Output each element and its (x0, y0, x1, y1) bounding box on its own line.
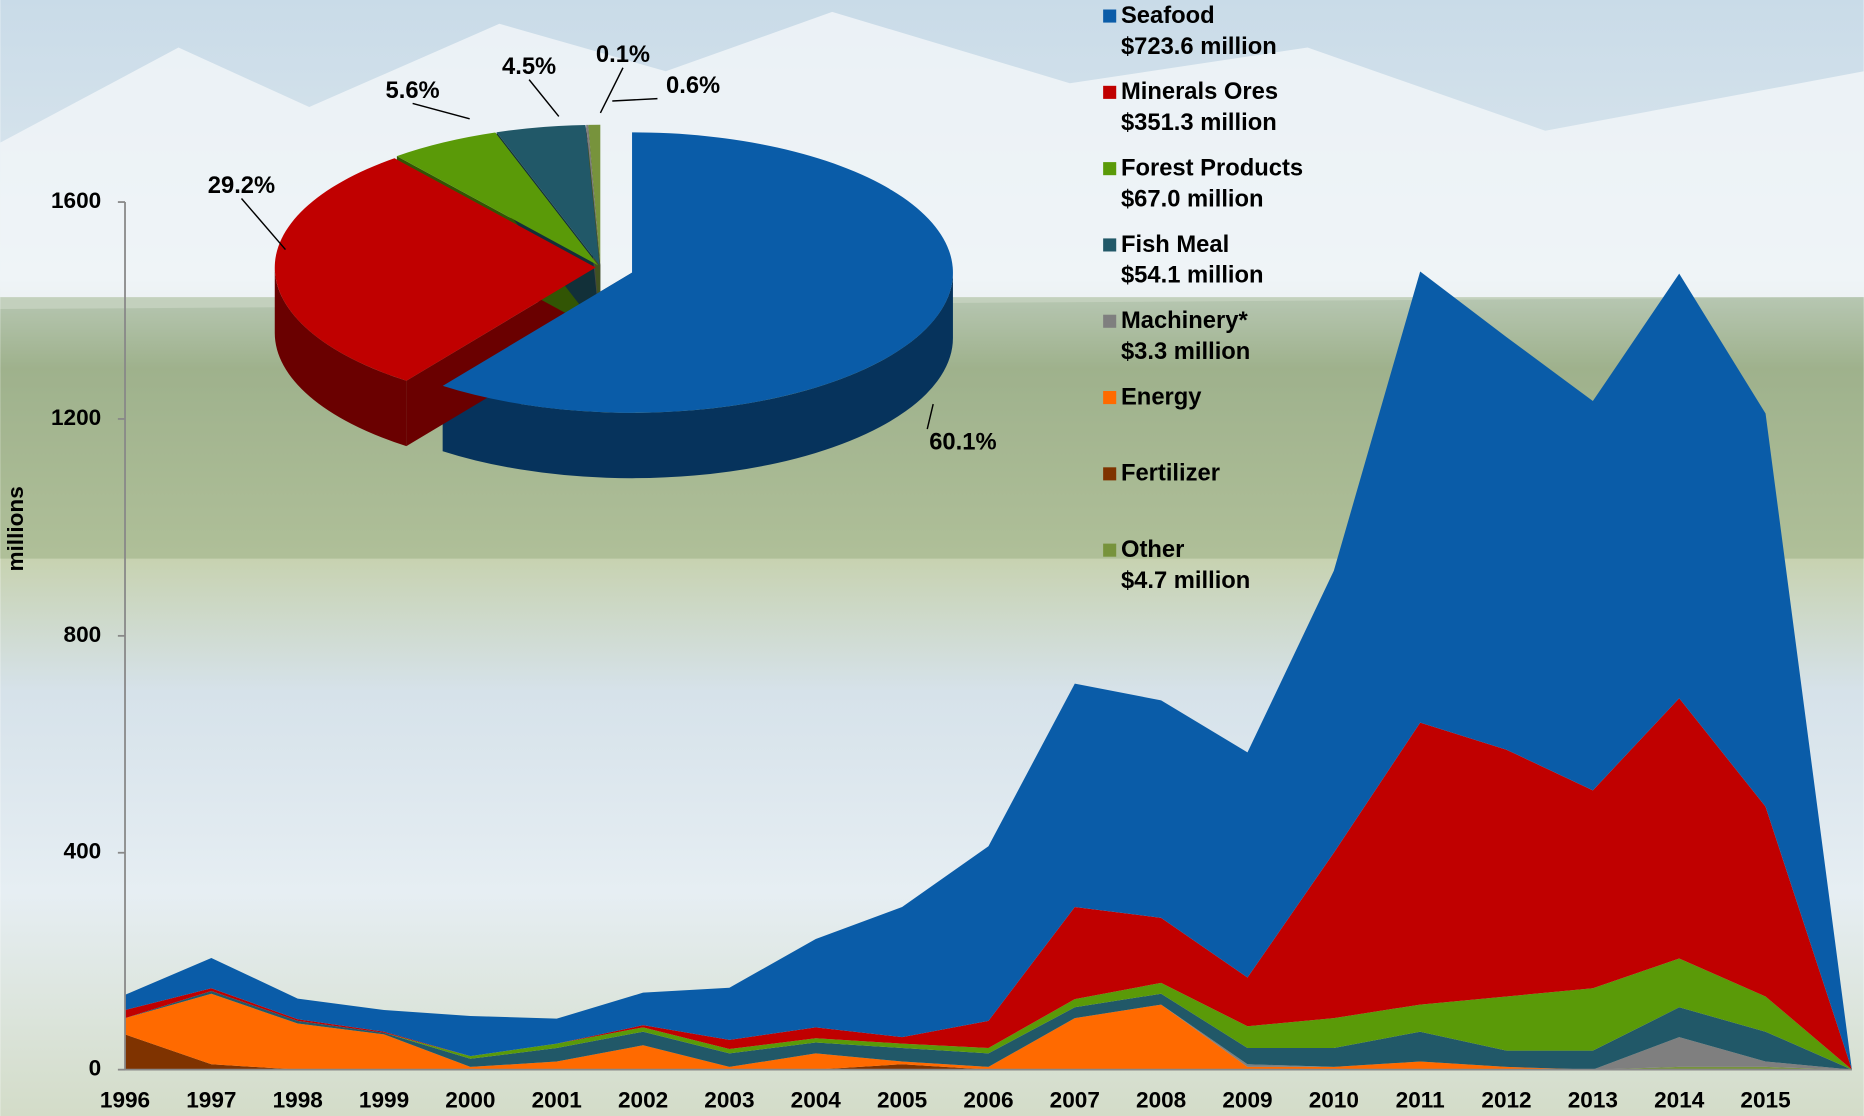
legend-note: $351.3 million (1121, 109, 1277, 136)
legend-note: $54.1 million (1121, 262, 1264, 289)
legend-note: $67.0 million (1121, 185, 1264, 212)
legend-label: Seafood (1121, 2, 1215, 29)
pie-label: 29.2% (208, 172, 275, 199)
x-tick-label: 2007 (1050, 1088, 1100, 1113)
legend-note: $4.7 million (1121, 567, 1250, 594)
area-layer (125, 993, 1852, 1070)
leader-line (528, 79, 560, 117)
pie-label: 60.1% (929, 429, 996, 456)
pie: 60.1% 29.2% 5.6% 4.5% 0.1% 0.6% (208, 41, 997, 479)
x-tick-label: 2008 (1136, 1088, 1186, 1113)
x-tick-label: 2006 (963, 1088, 1013, 1113)
legend-swatch (1103, 162, 1117, 176)
y-tick-label: 400 (64, 839, 102, 864)
legend-swatch (1103, 391, 1117, 405)
pie-label: 5.6% (386, 77, 440, 104)
pie-slice (396, 132, 599, 266)
x-tick-label: 2012 (1481, 1088, 1531, 1113)
x-tick-label: 2002 (618, 1088, 668, 1113)
x-tick-label: 2005 (877, 1088, 927, 1113)
y-axis-title: millions (3, 486, 28, 571)
legend-label: Fertilizer (1121, 460, 1220, 487)
x-tick-label: 2009 (1222, 1088, 1272, 1113)
x-tick-label: 1997 (186, 1088, 236, 1113)
pie-slice (274, 158, 596, 381)
x-tick-label: 2013 (1568, 1088, 1618, 1113)
legend-swatch (1103, 314, 1117, 328)
legend-label: Forest Products (1121, 155, 1303, 182)
leader-line (412, 102, 470, 120)
y-tick-label: 1200 (51, 405, 101, 430)
legend-label: Other (1121, 536, 1184, 563)
pie-slice (442, 132, 953, 413)
legend-swatch (1103, 9, 1117, 23)
x-tick-label: 2004 (791, 1088, 842, 1113)
x-tick-label: 2000 (445, 1088, 495, 1113)
legend-label: Machinery* (1121, 307, 1248, 334)
pie-slice (588, 124, 601, 266)
plot-area: 0 400 800 1200 1600 1996 1997 1998 1999 2000 2001 2… (51, 2, 1852, 1113)
leader-line (240, 198, 286, 251)
y-tick-label: 800 (64, 622, 102, 647)
legend-note: $723.6 million (1121, 33, 1277, 60)
x-tick-label: 2015 (1740, 1088, 1790, 1113)
leader-line (599, 67, 624, 114)
y-tick-label: 1600 (51, 188, 101, 213)
y-tick-label: 0 (89, 1056, 102, 1081)
x-tick-label: 2014 (1654, 1088, 1705, 1113)
area-layer (125, 991, 1852, 1070)
legend-swatch (1103, 467, 1117, 481)
x-tick-label: 1998 (273, 1088, 323, 1113)
legend-label: Energy (1121, 383, 1202, 410)
pie-label: 0.1% (596, 41, 650, 68)
area-layer (125, 271, 1852, 1070)
x-tick-label: 1999 (359, 1088, 409, 1113)
area-layer (125, 958, 1852, 1070)
pie-label: 0.6% (666, 72, 720, 99)
x-tick-label: 2003 (704, 1088, 754, 1113)
pie-slice (496, 124, 600, 266)
legend-note: $3.3 million (1121, 338, 1250, 365)
pie-label: 4.5% (502, 53, 556, 80)
x-tick-label: 2011 (1396, 1088, 1445, 1113)
area-layer (125, 698, 1852, 1070)
area-layer (125, 993, 1852, 1070)
x-tick-label: 1996 (100, 1088, 150, 1113)
legend-swatch (1103, 543, 1117, 557)
pie-slice (586, 124, 601, 266)
legend-label: Fish Meal (1121, 231, 1229, 258)
pie-rim (442, 272, 953, 479)
legend-label: Minerals Ores (1121, 78, 1278, 105)
x-tick-label: 2010 (1309, 1088, 1359, 1113)
leader-line (926, 403, 934, 430)
legend-swatch (1103, 238, 1117, 252)
legend-swatch (1103, 85, 1117, 99)
leader-line (612, 97, 658, 102)
pie-rim (274, 267, 407, 447)
x-tick-label: 2001 (532, 1088, 582, 1113)
